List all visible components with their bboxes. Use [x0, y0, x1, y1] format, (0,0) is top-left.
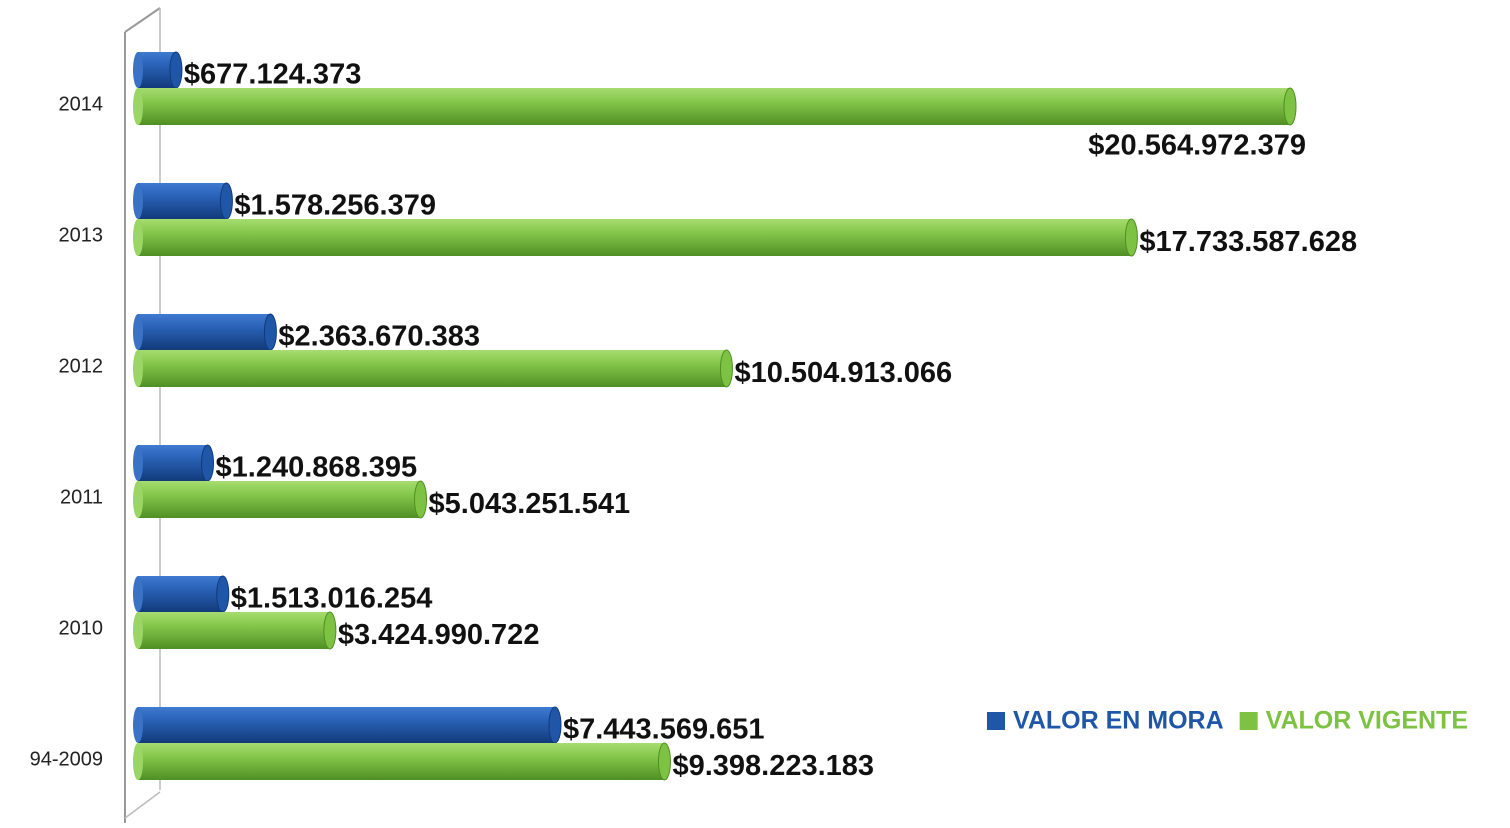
value-label: $2.363.670.383: [278, 321, 480, 353]
bar-base: [133, 350, 143, 387]
bar-cap: [1283, 87, 1297, 126]
bar: [133, 480, 428, 519]
bar-body: [138, 481, 421, 518]
bar-cap: [263, 313, 277, 351]
y-tick-label: 94-2009: [30, 748, 103, 770]
bar: [133, 218, 1138, 257]
bar-body: [138, 183, 227, 219]
bar: [133, 742, 671, 781]
bar-body: [138, 743, 665, 780]
bar-base: [133, 314, 143, 350]
y-tick-label: 2012: [59, 355, 104, 377]
bar-cap: [169, 51, 183, 89]
y-tick-label: 2011: [60, 486, 103, 508]
bar-body: [138, 576, 223, 612]
value-label: $20.564.972.379: [1088, 130, 1306, 162]
bar-cap: [548, 706, 562, 744]
legend-swatch: [1239, 712, 1258, 730]
value-label: $677.124.373: [184, 59, 361, 91]
bar-cap: [1124, 218, 1138, 257]
bar: [133, 611, 337, 650]
bar-base: [133, 183, 143, 219]
bar-body: [138, 88, 1290, 125]
bar-body: [138, 707, 555, 743]
bar-base: [133, 445, 143, 481]
bar-base: [133, 743, 143, 780]
bar-base: [133, 52, 143, 88]
bar-cap: [414, 480, 428, 519]
value-label: $1.240.868.395: [216, 452, 418, 484]
bar-body: [138, 314, 271, 350]
bar-base: [133, 612, 143, 649]
legend-label: VALOR VIGENTE: [1266, 707, 1468, 735]
bar-cap: [219, 182, 233, 220]
value-label: $17.733.587.628: [1139, 226, 1357, 258]
y-tick-label: 2013: [59, 224, 104, 246]
legend-swatch: [987, 712, 1005, 730]
bar-base: [133, 707, 143, 743]
bar-base: [133, 88, 143, 125]
bar-body: [138, 350, 727, 387]
bar-body: [138, 219, 1132, 256]
value-label: $3.424.990.722: [338, 619, 540, 651]
bar-cap: [657, 742, 671, 781]
bar: [133, 182, 233, 220]
bar-base: [133, 219, 143, 256]
y-tick-label: 2014: [59, 93, 104, 115]
bar-cap: [719, 349, 733, 388]
value-label: $1.578.256.379: [234, 190, 436, 222]
value-label: $9.398.223.183: [672, 750, 874, 782]
bar-cap: [216, 575, 230, 613]
y-tick-label: 2010: [59, 617, 104, 639]
bar-base: [133, 576, 143, 612]
axis-wall: [124, 7, 161, 823]
value-label: $7.443.569.651: [563, 714, 765, 746]
bar: [133, 706, 562, 744]
bar-cap: [201, 444, 215, 482]
value-label: $1.513.016.254: [231, 583, 433, 615]
value-label: $5.043.251.541: [429, 488, 631, 520]
bar: [133, 87, 1297, 126]
bar: [133, 313, 277, 351]
bar: [133, 349, 733, 388]
bar-cap: [323, 611, 337, 650]
bar-body: [138, 445, 208, 481]
legend-label: VALOR EN MORA: [1013, 707, 1224, 735]
bar-body: [138, 612, 330, 649]
bar-base: [133, 481, 143, 518]
bar: [133, 444, 215, 482]
bar: [133, 51, 183, 89]
value-label: $10.504.913.066: [734, 357, 952, 389]
bar: [133, 575, 230, 613]
